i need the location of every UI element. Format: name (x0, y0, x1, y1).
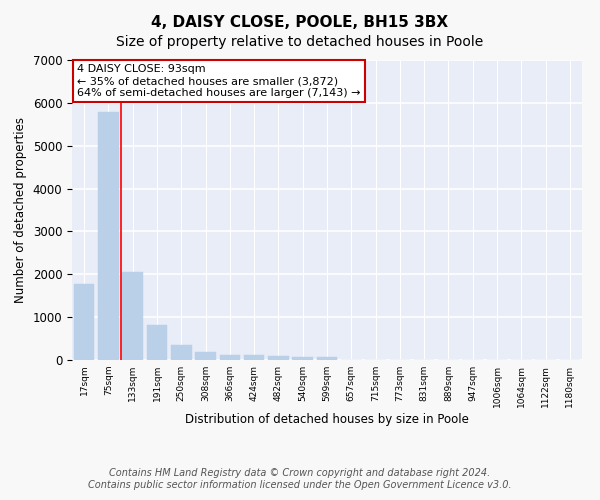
Text: Size of property relative to detached houses in Poole: Size of property relative to detached ho… (116, 35, 484, 49)
Bar (220, 355, 240, 360)
Bar (268, 356, 289, 360)
X-axis label: Distribution of detached houses by size in Poole: Distribution of detached houses by size … (185, 412, 469, 426)
Bar (74, 284, 94, 360)
Text: 4, DAISY CLOSE, POOLE, BH15 3BX: 4, DAISY CLOSE, POOLE, BH15 3BX (151, 15, 449, 30)
Bar (195, 352, 216, 360)
Bar (244, 356, 265, 360)
Bar (122, 272, 143, 360)
Bar (292, 357, 313, 360)
Text: Contains HM Land Registry data © Crown copyright and database right 2024.
Contai: Contains HM Land Registry data © Crown c… (88, 468, 512, 490)
Bar (317, 357, 337, 360)
Bar (98, 112, 119, 360)
Bar (146, 325, 167, 360)
Bar (171, 346, 191, 360)
Y-axis label: Number of detached properties: Number of detached properties (14, 117, 27, 303)
Text: 4 DAISY CLOSE: 93sqm
← 35% of detached houses are smaller (3,872)
64% of semi-de: 4 DAISY CLOSE: 93sqm ← 35% of detached h… (77, 64, 361, 98)
